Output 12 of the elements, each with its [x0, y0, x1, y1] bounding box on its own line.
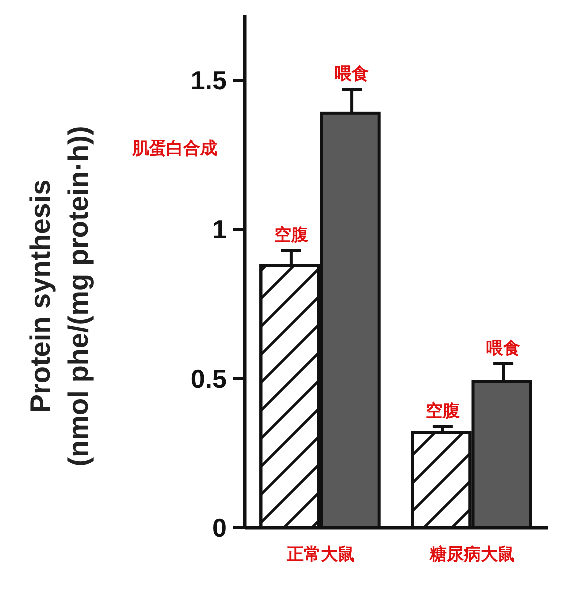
y-axis-title: Protein synthesis (nmol phe/(mg protein·h)): [25, 126, 94, 467]
y-tick-label: 1: [212, 214, 227, 245]
text: 空腹: [274, 226, 308, 245]
x-tick-label: 糖尿病大鼠: [428, 545, 515, 564]
series-label: 空腹: [426, 402, 460, 421]
text: 肌蛋白合成: [132, 139, 218, 158]
y-tick-label: 1.5: [190, 66, 227, 96]
text: 喂食: [335, 64, 370, 84]
series-label: 喂食: [486, 338, 521, 358]
y-tick-label: 0: [212, 513, 227, 543]
x-tick-label: 正常大鼠: [286, 545, 355, 564]
y-tick-label: 0.5: [190, 364, 227, 394]
